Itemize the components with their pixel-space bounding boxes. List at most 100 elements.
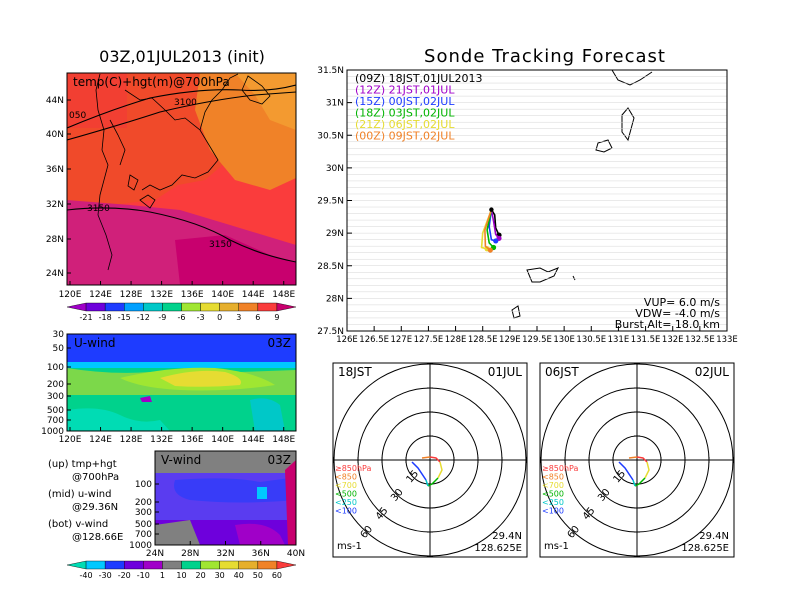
- hodograph-time: 06JST: [545, 365, 579, 379]
- hodograph-lon: 128.625E: [474, 543, 522, 554]
- map-lat-tick-label: 40N: [46, 130, 64, 140]
- hodograph-trace: [425, 479, 429, 487]
- temp-colorbar-swatch: [276, 302, 297, 312]
- contour-label-3: 3150: [209, 240, 232, 250]
- temp-colorbar-label: -15: [118, 313, 131, 322]
- u-wind-time: 03Z: [268, 336, 292, 350]
- track-legend-entry: (00Z) 09JST,02JUL: [355, 130, 455, 143]
- v-wind-y-tick-label: 300: [135, 508, 152, 518]
- track-lat-tick-label: 28.5N: [317, 262, 344, 272]
- wind-colorbar-label: -10: [137, 571, 150, 580]
- temp-colorbar-swatch: [124, 302, 144, 312]
- hodograph-date: 01JUL: [488, 365, 523, 379]
- wind-colorbar-label: 20: [195, 571, 205, 580]
- track-lat-tick-label: 29.5N: [317, 197, 344, 207]
- contour-label-2: 3150: [87, 204, 110, 214]
- wind-colorbar: -40 -30 -20 -10 1 10 20 30 40 50 60: [66, 560, 297, 580]
- wind-colorbar-swatch: [66, 560, 87, 570]
- temp-colorbar-label: -18: [99, 313, 112, 322]
- wind-colorbar-swatch: [181, 560, 201, 570]
- temp-colorbar-swatch: [143, 302, 163, 312]
- wind-colorbar-label: -40: [80, 571, 93, 580]
- map-panel-label: temp(C)+hgt(m)@700hPa: [73, 75, 230, 89]
- map-lat-tick-label: 44N: [46, 96, 64, 106]
- hodograph-level-label: ≥850hPa: [335, 464, 372, 473]
- u-wind-y-tick-label: 300: [47, 392, 64, 402]
- u-wind-y-tick-label: 100: [47, 363, 64, 373]
- note-line-0: (up) tmp+hgt: [48, 459, 117, 470]
- temp-colorbar-label: -6: [178, 313, 186, 322]
- map-lon-tick-label: 124E: [89, 290, 112, 300]
- u-wind-x-tick-label: 148E: [272, 435, 295, 445]
- map-lon-tick-label: 128E: [120, 290, 143, 300]
- map-frame: [66, 72, 297, 286]
- u-wind-y-tick-label: 200: [47, 380, 64, 390]
- u-wind-frame: [66, 333, 297, 432]
- u-wind-cross-section: [67, 334, 296, 431]
- temp-colorbar-swatch: [200, 302, 220, 312]
- track-lat-tick-label: 27.5N: [317, 327, 344, 337]
- track-lon-tick-label: 129.5E: [522, 335, 552, 345]
- temp-colorbar-label: -12: [137, 313, 150, 322]
- track-legend: (09Z) 18JST,01JUL2013(12Z) 21JST,01JUL(1…: [355, 72, 482, 143]
- track-lon-ticks: 126E 126.5E 127E 127.5E 128E 128.5E 129E 129.5E…: [336, 326, 738, 345]
- u-wind-x-tick-label: 120E: [59, 435, 82, 445]
- map-lat-tick-label: 36N: [46, 165, 64, 175]
- temp-colorbar-swatch: [219, 302, 239, 312]
- hodograph-lat: 29.4N: [492, 531, 522, 542]
- v-wind-y-tick-label: 200: [135, 498, 152, 508]
- hodograph-level-label: <100: [335, 507, 357, 516]
- v-wind-x-tick-label: 40N: [287, 549, 305, 559]
- track-endpoint: [493, 238, 499, 244]
- hodograph-lon: 128.625E: [681, 543, 729, 554]
- hodograph-time: 18JST: [338, 365, 372, 379]
- track-lat-tick-label: 30.5N: [317, 131, 344, 141]
- wind-colorbar-label: -30: [99, 571, 112, 580]
- temperature-map: 050 3100 3150 3150: [67, 73, 296, 285]
- wind-colorbar-label: 50: [253, 571, 263, 580]
- wind-colorbar-label: 40: [234, 571, 244, 580]
- v-wind-x-tick-label: 24N: [146, 549, 164, 559]
- hodograph-trace: [429, 456, 441, 463]
- hodograph-level-label: <700: [542, 481, 564, 490]
- temp-colorbar-swatch: [85, 302, 106, 312]
- burst-text: Burst Alt= 18.0 km: [615, 318, 720, 331]
- hodograph-trace: [644, 461, 650, 479]
- wind-colorbar-swatch: [104, 560, 125, 570]
- track-lon-tick-label: 130.5E: [576, 335, 606, 345]
- track-lon-tick-label: 126.5E: [359, 335, 389, 345]
- track-lon-tick-label: 132E: [662, 335, 684, 345]
- u-wind-y-tick-label: 700: [47, 416, 64, 426]
- hodograph-level-label: <100: [542, 507, 564, 516]
- track-lon-tick-label: 130E: [553, 335, 575, 345]
- track-lon-tick-label: 126E: [336, 335, 358, 345]
- track-endpoint: [487, 247, 493, 253]
- track-lon-tick-label: 128E: [445, 335, 467, 345]
- u-wind-x-tick-label: 132E: [150, 435, 173, 445]
- temp-colorbar-label: -9: [158, 313, 166, 322]
- hodograph-trace: [636, 456, 648, 463]
- track-series-line: [484, 209, 493, 251]
- u-wind-x-ticks: 120E 124E 128E 132E 136E 140E 144E 148E: [59, 427, 295, 445]
- note-line-1: @700hPa: [72, 472, 119, 483]
- v-wind-label: V-wind: [161, 453, 201, 467]
- u-wind-x-tick-label: 128E: [120, 435, 143, 445]
- hodograph-level-label: <500: [542, 490, 564, 499]
- u-wind-label: U-wind: [74, 336, 115, 350]
- hodograph-level-label: <850: [335, 473, 357, 482]
- u-wind-x-tick-label: 136E: [181, 435, 204, 445]
- temp-colorbar-swatch: [162, 302, 182, 312]
- track-params: VUP= 6.0 m/s VDW= -4.0 m/s Burst Alt= 18…: [615, 296, 721, 331]
- map-lon-tick-label: 136E: [181, 290, 204, 300]
- track-lon-tick-label: 131.5E: [631, 335, 661, 345]
- v-wind-x-ticks: 24N 28N 32N 36N 40N: [146, 541, 305, 559]
- note-line-5: @128.66E: [72, 532, 123, 543]
- hodograph-trace: [632, 479, 636, 487]
- temp-colorbar-swatch: [66, 302, 87, 312]
- hodograph-level-label: <850: [542, 473, 564, 482]
- temp-colorbar-swatch: [257, 302, 278, 312]
- wind-colorbar-label: 30: [215, 571, 225, 580]
